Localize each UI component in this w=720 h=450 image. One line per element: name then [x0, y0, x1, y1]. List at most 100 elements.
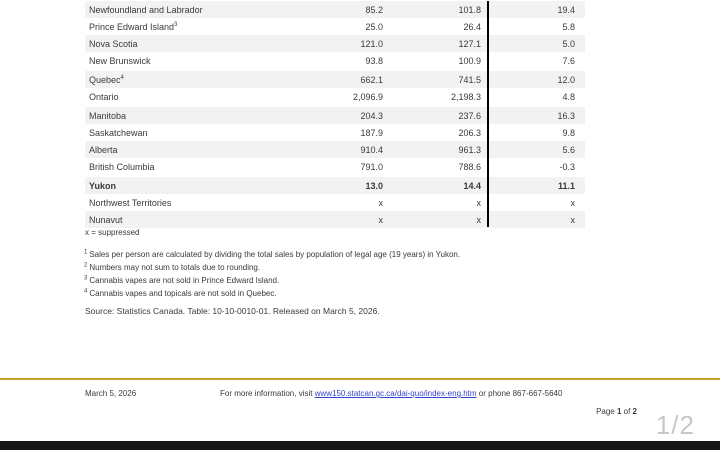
province-name: Nunavut	[89, 214, 123, 225]
province-name: Ontario	[89, 91, 119, 102]
value-cell: 26.4	[463, 21, 481, 32]
table-row: New Brunswick 93.8 100.9 7.6	[85, 52, 585, 69]
viewer-bottom-bar	[0, 441, 720, 450]
table-row: Newfoundland and Labrador 85.2 101.8 19.…	[85, 1, 585, 18]
table-row: Saskatchewan 187.9 206.3 9.8	[85, 124, 585, 141]
table-group-territories: Yukon 13.0 14.4 11.1 Northwest Territori…	[85, 177, 585, 228]
table-row: Northwest Territories x x x	[85, 194, 585, 211]
value-cell: 237.6	[458, 110, 481, 121]
footnote: 4 Cannabis vapes and topicals are not sol…	[84, 287, 460, 300]
province-name: Alberta	[89, 144, 118, 155]
value-cell: 206.3	[458, 127, 481, 138]
page-current: 1	[616, 407, 622, 416]
footer-contact-info: For more information, visit www150.statc…	[220, 389, 562, 398]
value-cell: 5.6	[562, 144, 575, 155]
table-row: British Columbia 791.0 788.6 -0.3	[85, 158, 585, 175]
value-cell: 788.6	[458, 161, 481, 172]
value-cell: 204.3	[360, 110, 383, 121]
value-cell: x	[476, 197, 482, 208]
statcan-link[interactable]: www150.statcan.gc.ca/dai-quo/index-eng.h…	[314, 389, 477, 398]
value-cell: 791.0	[360, 161, 383, 172]
value-cell: 19.4	[557, 4, 575, 15]
page-of: of	[621, 407, 633, 416]
footnote-marker: 4	[120, 74, 124, 81]
value-cell: 16.3	[557, 110, 575, 121]
table-row: Quebec4 662.1 741.5 12.0	[85, 71, 585, 88]
province-name: British Columbia	[89, 161, 155, 172]
footnote-number: 2	[84, 262, 88, 269]
value-cell: 5.0	[562, 38, 575, 49]
value-cell: 187.9	[360, 127, 383, 138]
table-row: Nunavut x x x	[85, 211, 585, 228]
table-row-highlight: Yukon 13.0 14.4 11.1	[85, 177, 585, 194]
footnote-text: Numbers may not sum to totals due to rou…	[89, 263, 261, 272]
table-row: Alberta 910.4 961.3 5.6	[85, 141, 585, 158]
province-name: Quebec4	[89, 74, 124, 85]
province-name: Nova Scotia	[89, 38, 138, 49]
footnote-marker: 3	[174, 21, 178, 28]
footer-date: March 5, 2026	[85, 389, 137, 398]
sales-by-region-table: Newfoundland and Labrador 85.2 101.8 19.…	[85, 1, 585, 228]
viewer-page-indicator: 1/2	[655, 410, 695, 440]
table-row: Prince Edward Island3 25.0 26.4 5.8	[85, 18, 585, 35]
province-name: Prince Edward Island3	[89, 21, 178, 32]
value-cell: 741.5	[458, 74, 481, 85]
value-cell: 85.2	[365, 4, 383, 15]
footnote-number: 4	[84, 288, 88, 295]
value-cell: 5.8	[562, 21, 575, 32]
value-cell: 2,198.3	[450, 91, 481, 102]
value-cell: 14.4	[463, 180, 481, 191]
value-cell: 93.8	[365, 55, 383, 66]
footnote-text: Sales per person are calculated by divid…	[89, 250, 461, 259]
page-total: 2	[632, 407, 637, 416]
page-number-label: Page 1 of 2	[596, 407, 637, 416]
table-group-atlantic: Newfoundland and Labrador 85.2 101.8 19.…	[85, 1, 585, 69]
footer-info-suffix: or phone 867-667-5640	[476, 389, 563, 398]
suppressed-legend: x = suppressed	[85, 228, 140, 237]
value-cell: 25.0	[365, 21, 383, 32]
footnote: 2 Numbers may not sum to totals due to ro…	[84, 261, 460, 274]
table-row: Nova Scotia 121.0 127.1 5.0	[85, 35, 585, 52]
footnote-number: 3	[84, 275, 88, 282]
value-cell: 7.6	[562, 55, 575, 66]
province-name: Newfoundland and Labrador	[89, 4, 203, 15]
value-cell: x	[476, 214, 482, 225]
value-cell: 2,096.9	[352, 91, 383, 102]
footnotes-block: 1 Sales per person are calculated by divi…	[84, 248, 460, 300]
value-cell: 101.8	[458, 4, 481, 15]
value-cell: 910.4	[360, 144, 383, 155]
value-cell: 12.0	[557, 74, 575, 85]
value-cell: 11.1	[557, 180, 575, 191]
table-group-west: Manitoba 204.3 237.6 16.3 Saskatchewan 1…	[85, 107, 585, 175]
value-cell: 961.3	[458, 144, 481, 155]
value-cell: 9.8	[562, 127, 575, 138]
province-name: New Brunswick	[89, 55, 151, 66]
footnote: 1 Sales per person are calculated by divi…	[84, 248, 460, 261]
page-word: Page	[596, 407, 617, 416]
province-name: Northwest Territories	[89, 197, 172, 208]
footer-info-prefix: For more information, visit	[220, 389, 315, 398]
value-cell: x	[378, 214, 384, 225]
footer-accent-rule	[0, 378, 720, 380]
value-cell: 13.0	[365, 180, 383, 191]
value-cell: 662.1	[360, 74, 383, 85]
footnote-text: Cannabis vapes are not sold in Prince Ed…	[89, 276, 280, 285]
value-cell: 127.1	[458, 38, 481, 49]
table-row: Manitoba 204.3 237.6 16.3	[85, 107, 585, 124]
value-cell: -0.3	[559, 161, 575, 172]
province-name: Saskatchewan	[89, 127, 148, 138]
source-citation: Source: Statistics Canada. Table: 10-10-…	[85, 306, 380, 316]
province-name: Yukon	[89, 180, 117, 191]
province-name: Manitoba	[89, 110, 127, 121]
value-cell: x	[378, 197, 384, 208]
footnote: 3 Cannabis vapes are not sold in Prince E…	[84, 274, 460, 287]
table-row: Ontario 2,096.9 2,198.3 4.8	[85, 88, 585, 105]
footnote-number: 1	[84, 249, 88, 256]
value-cell: x	[570, 197, 576, 208]
column-divider-line	[487, 1, 489, 227]
table-group-central: Quebec4 662.1 741.5 12.0 Ontario 2,096.9…	[85, 71, 585, 105]
value-cell: 121.0	[360, 38, 383, 49]
footnote-text: Cannabis vapes and topicals are not sold…	[89, 289, 277, 298]
value-cell: 100.9	[458, 55, 481, 66]
value-cell: x	[570, 214, 576, 225]
